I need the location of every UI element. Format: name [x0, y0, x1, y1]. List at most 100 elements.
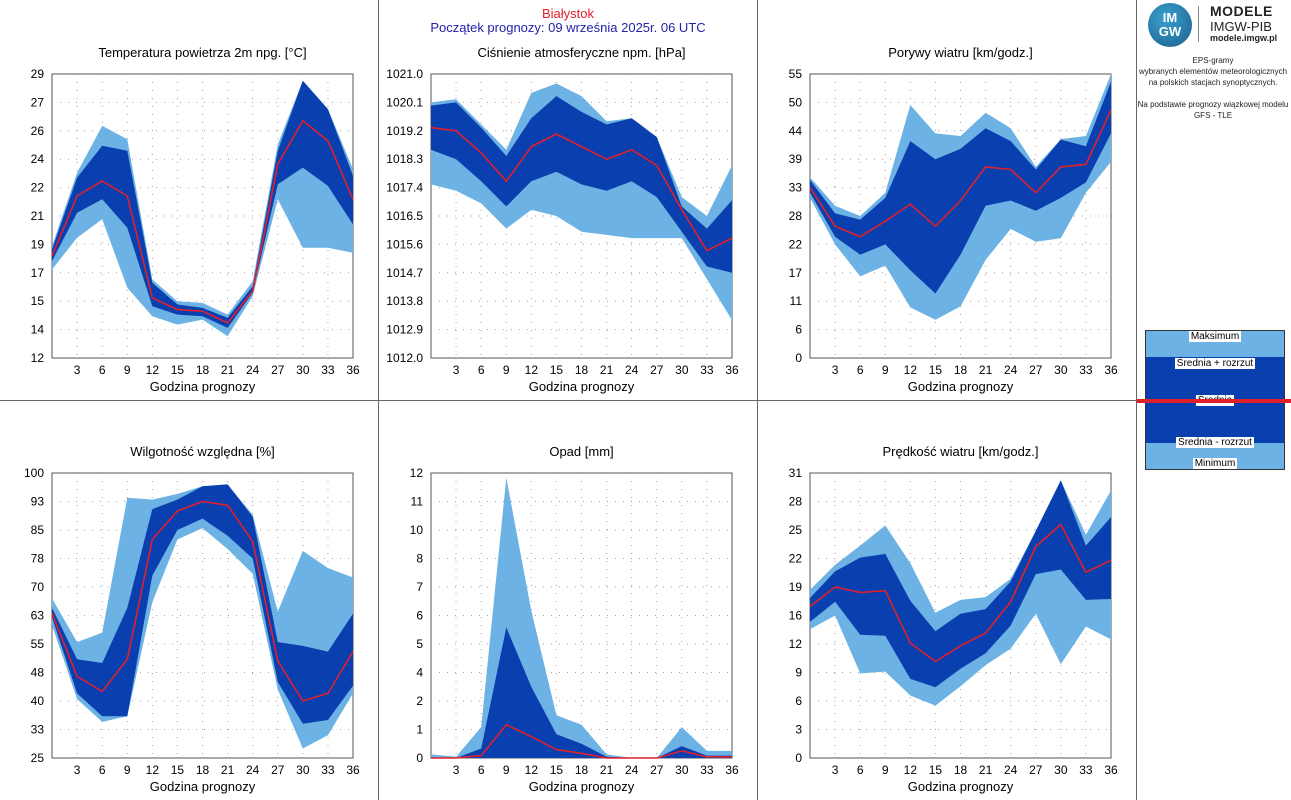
- x-tick-label: 33: [1079, 763, 1093, 777]
- y-tick-label: 6: [795, 323, 802, 337]
- x-tick-label: 12: [146, 763, 160, 777]
- y-tick-label: 1012.9: [386, 323, 423, 337]
- series-minmax-band: [52, 80, 353, 337]
- y-tick-label: 70: [31, 580, 45, 594]
- series-mean-line: [809, 109, 1112, 238]
- x-tick-label: 36: [725, 763, 739, 777]
- y-tick-label: 1016.5: [386, 209, 423, 223]
- chart-title: Opad [mm]: [549, 444, 613, 459]
- y-tick-label: 22: [789, 237, 803, 251]
- y-tick-label: 12: [410, 466, 424, 480]
- legend-mean-line: [1137, 399, 1291, 403]
- y-tick-label: 9: [795, 666, 802, 680]
- y-tick-label: 40: [31, 694, 45, 708]
- plot-frame: [430, 472, 733, 759]
- x-tick-label: 6: [99, 363, 106, 377]
- y-tick-label: 50: [789, 95, 803, 109]
- y-tick-label: 26: [31, 124, 45, 138]
- x-tick-label: 24: [625, 363, 639, 377]
- x-tick-label: 33: [321, 763, 335, 777]
- x-tick-label: 30: [1054, 763, 1068, 777]
- x-tick-label: 24: [1004, 763, 1018, 777]
- x-tick-label: 9: [124, 363, 131, 377]
- y-tick-label: 63: [31, 609, 45, 623]
- x-tick-label: 30: [1054, 363, 1068, 377]
- series-spread-band: [431, 96, 732, 273]
- y-tick-label: 27: [31, 95, 45, 109]
- x-tick-label: 12: [904, 763, 918, 777]
- y-tick-label: 4: [416, 666, 423, 680]
- y-tick-label: 1012.0: [386, 351, 423, 365]
- y-tick-label: 48: [31, 666, 45, 680]
- x-tick-label: 3: [832, 363, 839, 377]
- y-tick-label: 0: [416, 751, 423, 765]
- y-tick-label: 28: [789, 495, 803, 509]
- y-tick-label: 1017.4: [386, 181, 423, 195]
- x-tick-label: 3: [453, 363, 460, 377]
- x-axis-label: Godzina prognozy: [150, 379, 256, 394]
- imgw-logo-mark: IM GW: [1148, 3, 1192, 47]
- x-tick-label: 27: [650, 763, 664, 777]
- y-tick-label: 0: [795, 351, 802, 365]
- logo-divider: [1198, 6, 1199, 42]
- x-tick-label: 3: [74, 763, 81, 777]
- y-tick-label: 28: [789, 209, 803, 223]
- x-tick-label: 18: [575, 363, 589, 377]
- y-tick-label: 1013.8: [386, 294, 423, 308]
- y-tick-label: 3: [795, 723, 802, 737]
- imgw-logo[interactable]: IM GW MODELE IMGW-PIB modele.imgw.pl: [1140, 0, 1291, 48]
- x-tick-label: 18: [196, 763, 210, 777]
- y-tick-label: 33: [31, 723, 45, 737]
- x-tick-label: 15: [171, 763, 185, 777]
- y-tick-label: 39: [789, 152, 803, 166]
- y-tick-label: 15: [31, 294, 45, 308]
- y-tick-label: 10: [410, 523, 424, 537]
- x-tick-label: 21: [600, 763, 614, 777]
- x-tick-label: 15: [171, 363, 185, 377]
- x-tick-label: 30: [675, 763, 689, 777]
- y-tick-label: 21: [31, 209, 45, 223]
- x-tick-label: 36: [346, 763, 360, 777]
- x-tick-label: 15: [929, 363, 943, 377]
- y-tick-label: 19: [789, 580, 803, 594]
- x-tick-label: 9: [882, 763, 889, 777]
- x-tick-label: 24: [1004, 363, 1018, 377]
- legend-label-min: Minimum: [1192, 458, 1238, 469]
- y-tick-label: 55: [31, 637, 45, 651]
- x-tick-label: 33: [700, 363, 714, 377]
- y-tick-label: 25: [789, 523, 803, 537]
- description-line: Na podstawie prognozy wiązkowej modelu: [1137, 100, 1289, 109]
- y-tick-label: 6: [795, 694, 802, 708]
- y-tick-label: 12: [789, 637, 803, 651]
- chart-pressure: 1012.0 1012.9 1013.8 1014.7 1015.6 1016.5 1017…: [386, 45, 739, 394]
- logo-subtitle: IMGW-PIB: [1210, 19, 1272, 34]
- x-tick-label: 36: [1104, 763, 1118, 777]
- series-spread-band: [810, 81, 1111, 294]
- y-tick-label: 93: [31, 495, 45, 509]
- y-tick-label: 1019.2: [386, 124, 423, 138]
- y-tick-label: 85: [31, 523, 45, 537]
- y-tick-label: 17: [789, 266, 803, 280]
- y-tick-label: 24: [31, 152, 45, 166]
- x-tick-label: 21: [600, 363, 614, 377]
- description-line: EPS-gramy: [1192, 56, 1234, 65]
- legend-label-mean-minus: Średnia - rozrzut: [1176, 437, 1254, 448]
- logo-title: MODELE: [1210, 3, 1273, 19]
- x-tick-label: 21: [979, 763, 993, 777]
- y-tick-label: 1015.6: [386, 237, 423, 251]
- x-tick-label: 12: [525, 363, 539, 377]
- x-tick-label: 24: [246, 363, 260, 377]
- y-tick-label: 100: [24, 466, 44, 480]
- y-tick-label: 22: [789, 552, 803, 566]
- x-tick-label: 27: [1029, 363, 1043, 377]
- x-axis-label: Godzina prognozy: [529, 379, 635, 394]
- y-tick-label: 22: [31, 181, 45, 195]
- y-tick-label: 1020.1: [386, 95, 423, 109]
- logo-url[interactable]: modele.imgw.pl: [1210, 33, 1278, 43]
- legend-label-mean-plus: Średnia + rozrzut: [1174, 358, 1256, 369]
- description-line: wybranych elementów meteorologicznych: [1138, 67, 1288, 76]
